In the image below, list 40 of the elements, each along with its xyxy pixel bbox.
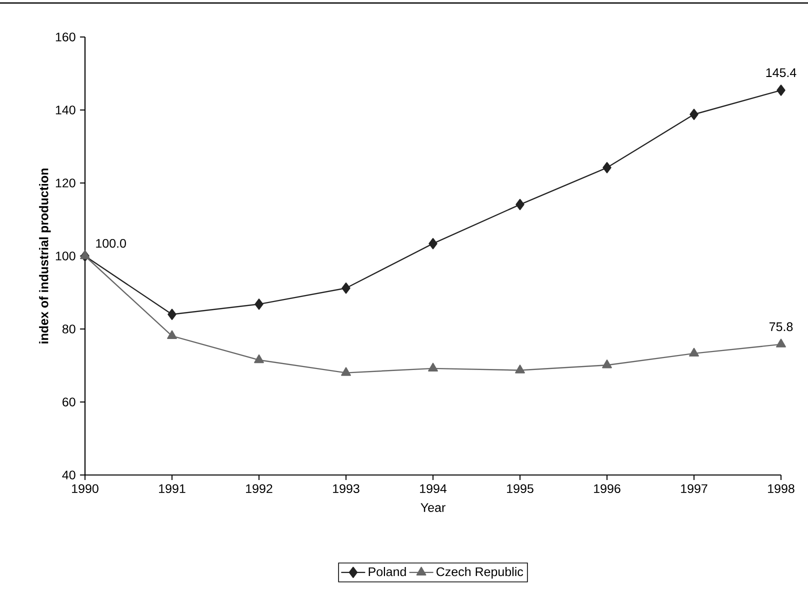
point — [428, 238, 438, 250]
x-tick-label: 1991 — [159, 484, 186, 494]
data-label: 100.0 — [96, 238, 126, 248]
x-tick-label: 1992 — [246, 484, 272, 494]
point — [689, 348, 699, 357]
x-tick-label: 1996 — [594, 484, 620, 494]
point — [602, 360, 612, 368]
y-tick-label: 80 — [62, 324, 76, 334]
point — [428, 362, 438, 372]
y-tick-label: 60 — [62, 398, 76, 406]
point — [254, 354, 264, 364]
point — [168, 308, 176, 320]
data-label: 145.4 — [766, 68, 796, 78]
point — [167, 330, 177, 340]
point — [776, 84, 786, 96]
x-tick-label: 1993 — [333, 484, 360, 494]
point — [602, 162, 612, 174]
x-tick-label: 1994 — [420, 484, 447, 494]
point — [341, 367, 351, 376]
data-label: 75.8 — [769, 322, 793, 332]
x-tick-label: 1997 — [681, 484, 708, 494]
x-tick-label: 1998 — [768, 484, 794, 494]
x-tick-label: 1990 — [72, 484, 98, 494]
point — [342, 282, 350, 294]
point — [776, 338, 786, 348]
point — [254, 298, 264, 310]
x-tick-label: 1995 — [507, 484, 534, 494]
y-tick-label: 160 — [56, 32, 76, 42]
y-tick-label: 40 — [62, 470, 76, 480]
x-axis-title: Year — [420, 503, 446, 512]
y-tick-label: 120 — [56, 178, 76, 188]
legend-label: Poland — [368, 566, 406, 576]
point — [80, 250, 90, 260]
point — [516, 198, 524, 210]
y-tick-label: 140 — [56, 106, 76, 114]
point — [690, 108, 698, 120]
y-tick-label: 100 — [56, 252, 76, 260]
legend-label: Czech Republic — [436, 566, 524, 579]
point — [515, 364, 525, 374]
y-axis-title: index of industrial production — [39, 168, 51, 344]
